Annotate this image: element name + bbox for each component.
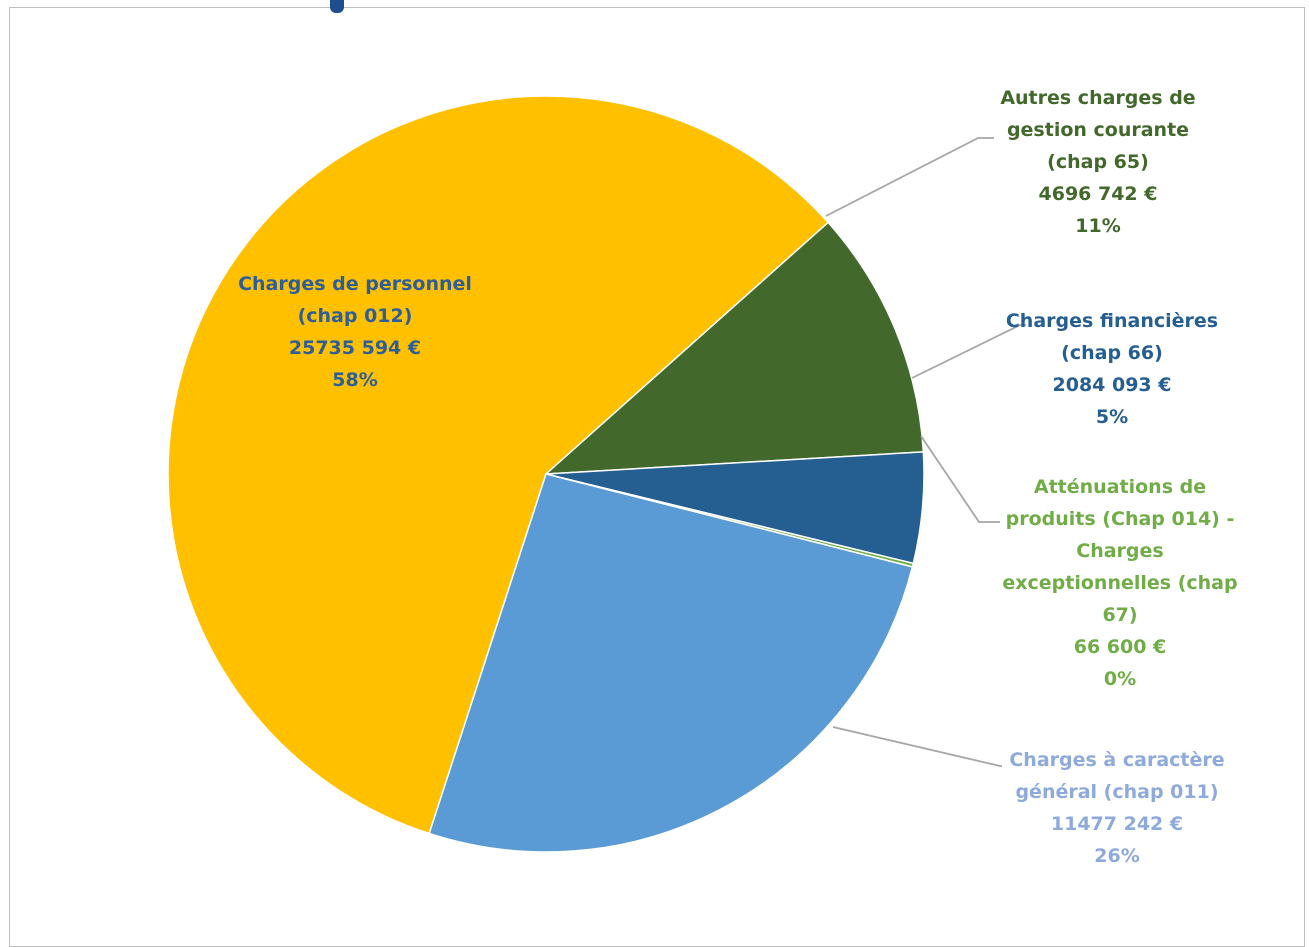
leader-line bbox=[832, 726, 1002, 767]
data-label-line: 25735 594 € bbox=[289, 337, 421, 359]
data-label: Atténuations de produits (Chap 014) - Char… bbox=[1002, 476, 1237, 690]
data-label-line: 66 600 € bbox=[1074, 636, 1167, 658]
data-label-line: (chap 012) bbox=[298, 305, 413, 327]
data-label-line: 0% bbox=[1104, 668, 1136, 690]
data-label-line: 4696 742 € bbox=[1039, 183, 1158, 205]
pie-slice bbox=[428, 473, 914, 853]
data-label-line: Atténuations de bbox=[1034, 476, 1206, 498]
data-label-line: 11% bbox=[1075, 215, 1120, 237]
data-label-line: 2084 093 € bbox=[1053, 374, 1172, 396]
leader-line bbox=[920, 435, 1000, 523]
pie-chart: Charges de personnel (chap 012) 25735 594 … bbox=[167, 87, 1238, 867]
data-label-line: Charges bbox=[1076, 540, 1163, 562]
data-label-line: Autres charges de bbox=[1000, 87, 1195, 109]
data-label-line: 26% bbox=[1094, 845, 1139, 867]
data-label-line: Charges à caractère bbox=[1009, 749, 1224, 771]
data-label: Charges de personnel (chap 012) 25735 594 … bbox=[238, 273, 472, 391]
data-label-line: Charges financières bbox=[1006, 310, 1218, 332]
data-label-line: général (chap 011) bbox=[1015, 781, 1218, 803]
data-label-line: produits (Chap 014) - bbox=[1006, 508, 1235, 530]
title-fragment bbox=[330, 0, 344, 13]
data-label-line: gestion courante bbox=[1007, 119, 1189, 141]
data-label-line: 11477 242 € bbox=[1051, 813, 1183, 835]
leader-line bbox=[825, 137, 994, 217]
data-label: Charges financières (chap 66) 2084 093 € 5% bbox=[1006, 310, 1218, 428]
data-label-line: (chap 65) bbox=[1047, 151, 1149, 173]
pie-slice bbox=[167, 95, 830, 835]
data-label: Charges à caractère général (chap 011) 114… bbox=[1009, 749, 1224, 867]
leader-line bbox=[911, 324, 1026, 379]
data-label: Autres charges de gestion courante (chap 6… bbox=[1000, 87, 1195, 237]
data-label-line: 5% bbox=[1096, 406, 1128, 428]
pie-slice bbox=[543, 221, 925, 475]
data-label-line: exceptionnelles (chap bbox=[1002, 572, 1237, 594]
data-label-line: (chap 66) bbox=[1061, 342, 1163, 364]
data-label-line: 67) bbox=[1102, 604, 1137, 626]
data-label-line: 58% bbox=[332, 369, 377, 391]
data-label-line: Charges de personnel bbox=[238, 273, 472, 295]
